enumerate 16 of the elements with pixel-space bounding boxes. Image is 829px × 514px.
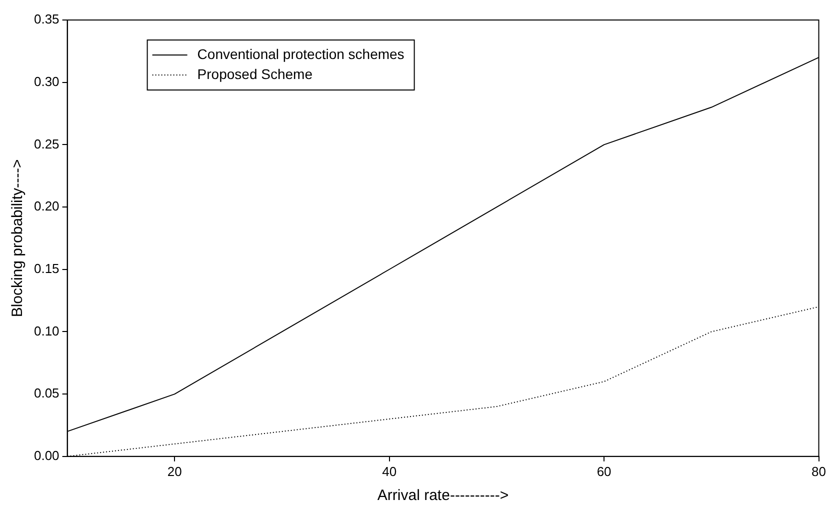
y-tick-label: 0.35 bbox=[34, 12, 60, 27]
y-tick-label: 0.05 bbox=[34, 386, 60, 401]
legend-label: Proposed Scheme bbox=[197, 66, 313, 82]
legend-label: Conventional protection schemes bbox=[197, 46, 404, 62]
y-tick-label: 0.30 bbox=[34, 74, 60, 89]
x-tick-label: 60 bbox=[596, 464, 612, 479]
y-tick-label: 0.00 bbox=[34, 448, 60, 463]
x-tick-label: 40 bbox=[382, 464, 397, 479]
x-tick-label: 20 bbox=[167, 464, 182, 479]
x-axis-title: Arrival rate----------> bbox=[377, 487, 509, 504]
x-tick-label: 80 bbox=[812, 464, 826, 479]
y-axis-title: Blocking probability----> bbox=[9, 158, 26, 318]
y-tick-label: 0.15 bbox=[34, 260, 60, 276]
y-tick-label: 0.10 bbox=[34, 323, 60, 338]
y-tick-label: 0.25 bbox=[34, 136, 60, 152]
y-tick-label: 0.20 bbox=[34, 198, 60, 214]
